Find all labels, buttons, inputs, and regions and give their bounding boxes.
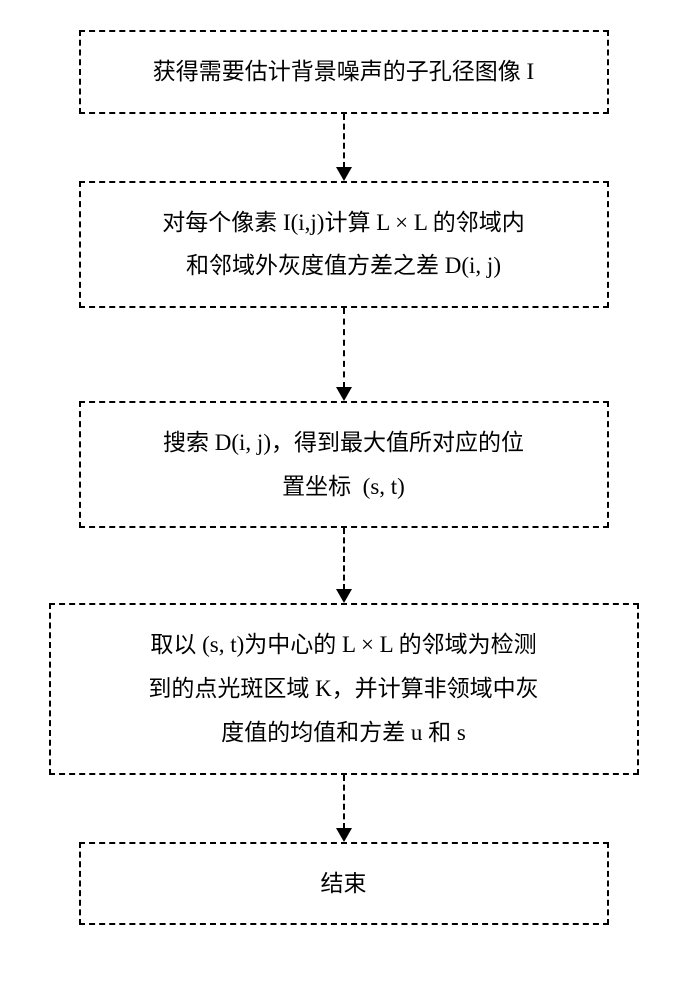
arrow-head-icon: [336, 167, 352, 181]
node-text-line: 取以 (s, t)为中心的 L × L 的邻域为检测: [75, 623, 613, 667]
arrow-line: [343, 528, 345, 590]
arrow-head-icon: [336, 828, 352, 842]
flow-node-acquire-image: 获得需要估计背景噪声的子孔径图像 I: [79, 30, 609, 114]
node-text-line: 和邻域外灰度值方差之差 D(i, j): [105, 244, 583, 288]
node-text-line: 到的点光斑区域 K，并计算非领域中灰: [75, 667, 613, 711]
node-text-line: 置坐标 (s, t): [105, 465, 583, 509]
arrow-line: [343, 308, 345, 388]
node-text-line: 搜索 D(i, j)，得到最大值所对应的位: [105, 421, 583, 465]
arrow-line: [343, 114, 345, 168]
arrow-head-icon: [336, 387, 352, 401]
node-text-line: 对每个像素 I(i,j)计算 L × L 的邻域内: [105, 201, 583, 245]
flow-arrow: [336, 114, 352, 181]
flow-node-end: 结束: [79, 842, 609, 926]
flow-node-search-max: 搜索 D(i, j)，得到最大值所对应的位 置坐标 (s, t): [79, 401, 609, 528]
node-text-line: 结束: [105, 862, 583, 906]
flow-node-compute-mean-var: 取以 (s, t)为中心的 L × L 的邻域为检测 到的点光斑区域 K，并计算…: [49, 603, 639, 774]
node-text-line: 度值的均值和方差 u 和 s: [75, 711, 613, 755]
flow-arrow: [336, 528, 352, 603]
arrow-line: [343, 775, 345, 829]
flow-arrow: [336, 308, 352, 401]
flow-node-compute-variance-diff: 对每个像素 I(i,j)计算 L × L 的邻域内 和邻域外灰度值方差之差 D(…: [79, 181, 609, 308]
arrow-head-icon: [336, 589, 352, 603]
flow-arrow: [336, 775, 352, 842]
flowchart-container: 获得需要估计背景噪声的子孔径图像 I 对每个像素 I(i,j)计算 L × L …: [0, 0, 687, 925]
node-text-line: 获得需要估计背景噪声的子孔径图像 I: [105, 50, 583, 94]
